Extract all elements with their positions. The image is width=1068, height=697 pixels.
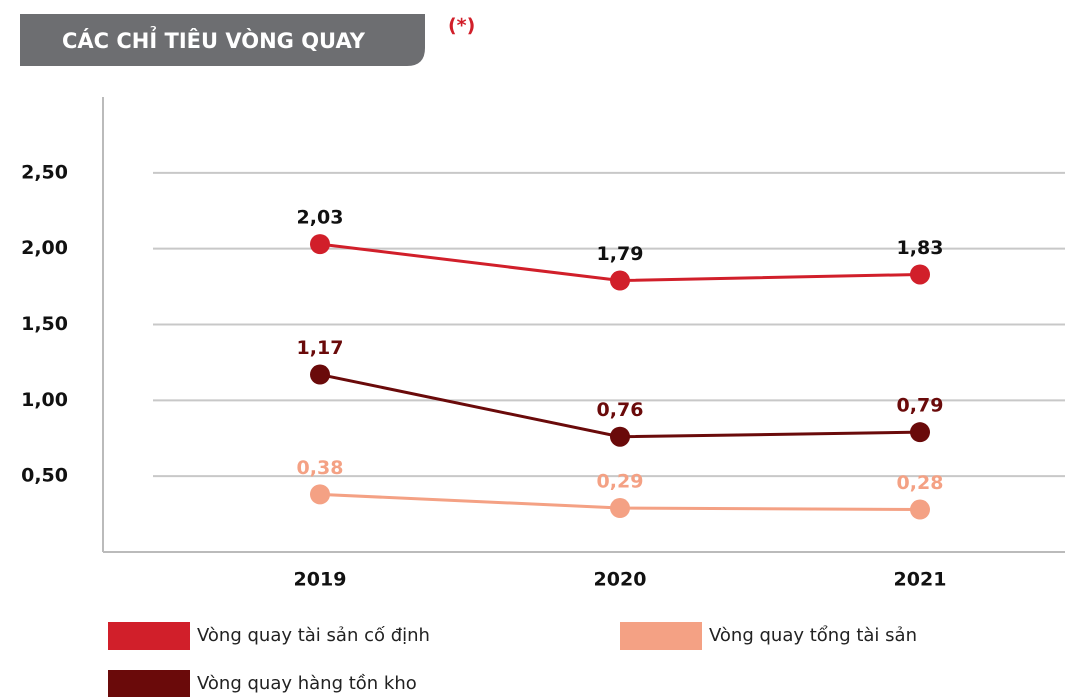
- value-label: 1,79: [597, 243, 644, 265]
- y-tick-label: 0,50: [21, 465, 68, 487]
- chart-title: CÁC CHỈ TIÊU VÒNG QUAY: [62, 26, 366, 53]
- x-tick-label: 2019: [294, 569, 347, 591]
- value-label: 0,29: [597, 471, 644, 493]
- y-tick-label: 2,00: [21, 237, 68, 259]
- y-tick-label: 1,00: [21, 389, 68, 411]
- value-label: 0,28: [897, 472, 944, 494]
- legend-label: Vòng quay hàng tồn kho: [197, 673, 417, 694]
- legend-label: Vòng quay tài sản cố định: [197, 625, 430, 646]
- y-tick-label: 1,50: [21, 313, 68, 335]
- value-label: 0,38: [297, 457, 344, 479]
- point: [610, 426, 630, 447]
- point: [310, 484, 330, 505]
- note: (*): [448, 15, 475, 37]
- value-label: 1,17: [297, 337, 344, 359]
- legend-swatch: [108, 670, 190, 697]
- legend-swatch: [108, 622, 190, 650]
- point: [310, 364, 330, 385]
- legend-swatch: [620, 622, 702, 650]
- legend-label: Vòng quay tổng tài sản: [709, 625, 917, 646]
- point: [610, 498, 630, 519]
- value-label: 0,79: [897, 395, 944, 417]
- point: [910, 264, 930, 285]
- point: [310, 234, 330, 255]
- value-label: 1,83: [897, 237, 944, 259]
- value-label: 2,03: [297, 207, 344, 229]
- point: [610, 270, 630, 291]
- point: [910, 499, 930, 520]
- value-label: 0,76: [597, 399, 644, 421]
- x-tick-label: 2020: [594, 569, 647, 591]
- y-tick-label: 2,50: [21, 161, 68, 183]
- point: [910, 422, 930, 443]
- title-banner: [20, 14, 425, 66]
- x-tick-label: 2021: [894, 569, 947, 591]
